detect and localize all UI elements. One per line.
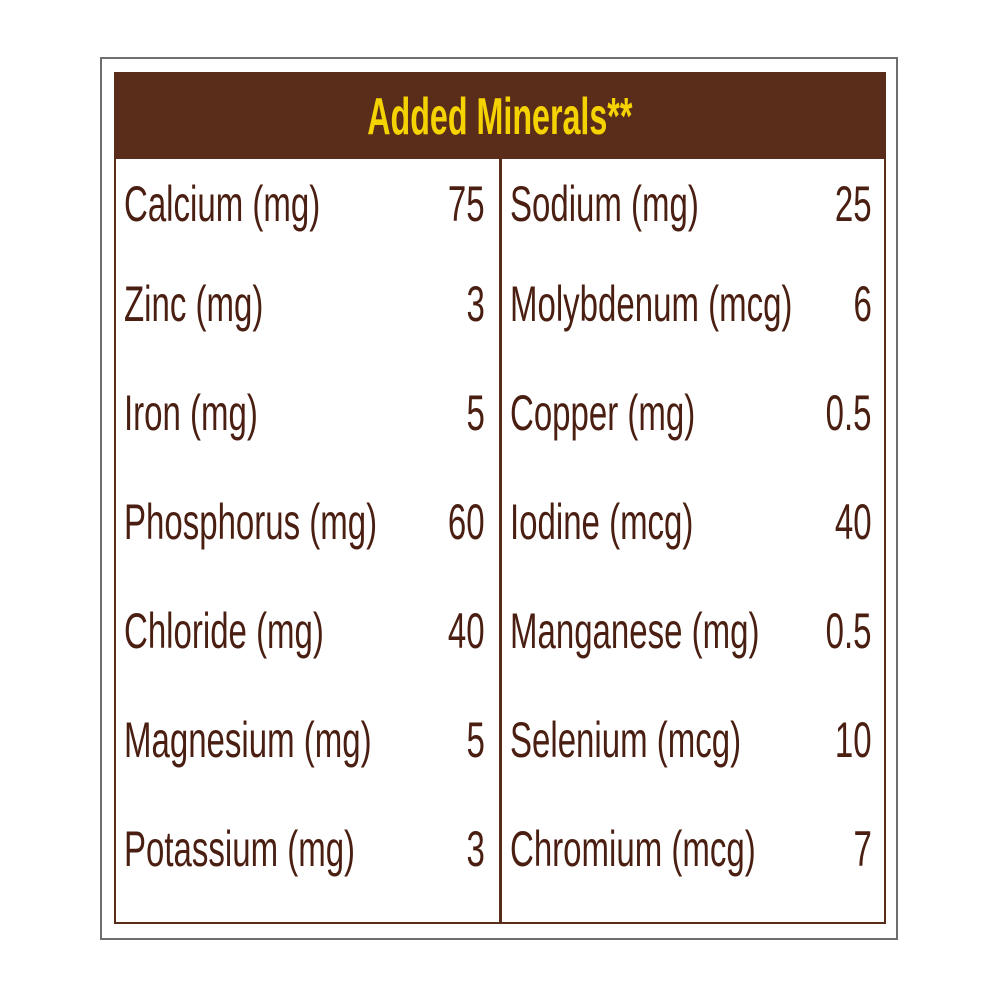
mineral-label: Manganese (mg) <box>510 602 760 659</box>
left-column: Calcium (mg) 75 Zinc (mg) 3 Iron (mg) 5 Phosph… <box>116 159 499 903</box>
table-title: Added Minerals** <box>367 87 633 146</box>
table-row: Sodium (mg) 25 <box>502 159 884 249</box>
mineral-label: Selenium (mcg) <box>510 711 742 768</box>
table-row: Potassium (mg) 3 <box>116 794 499 903</box>
mineral-label: Sodium (mg) <box>510 176 699 232</box>
mineral-value: 0.5 <box>826 602 872 659</box>
mineral-label: Iodine (mcg) <box>510 493 694 550</box>
table-row: Selenium (mcg) 10 <box>502 685 884 794</box>
table-row: Manganese (mg) 0.5 <box>502 576 884 685</box>
table-row: Chromium (mcg) 7 <box>502 794 884 903</box>
mineral-value: 10 <box>835 711 872 768</box>
mineral-value: 3 <box>466 820 485 877</box>
mineral-label: Calcium (mg) <box>124 176 321 232</box>
mineral-label: Chromium (mcg) <box>510 820 756 877</box>
mineral-label: Phosphorus (mg) <box>124 493 378 550</box>
mineral-label: Iron (mg) <box>124 384 258 441</box>
right-column: Sodium (mg) 25 Molybdenum (mcg) 6 Copper (mg… <box>502 159 884 903</box>
table-row: Molybdenum (mcg) 6 <box>502 249 884 358</box>
mineral-value: 6 <box>853 275 872 332</box>
mineral-label: Copper (mg) <box>510 384 696 441</box>
table-row: Calcium (mg) 75 <box>116 159 499 249</box>
mineral-value: 40 <box>835 493 872 550</box>
mineral-value: 40 <box>448 602 485 659</box>
image-frame <box>100 57 898 940</box>
table-row: Magnesium (mg) 5 <box>116 685 499 794</box>
mineral-value: 7 <box>853 820 872 877</box>
mineral-value: 75 <box>448 176 485 232</box>
table-row: Phosphorus (mg) 60 <box>116 467 499 576</box>
table-row: Zinc (mg) 3 <box>116 249 499 358</box>
table-row: Chloride (mg) 40 <box>116 576 499 685</box>
mineral-value: 60 <box>448 493 485 550</box>
mineral-label: Potassium (mg) <box>124 820 356 877</box>
table-row: Copper (mg) 0.5 <box>502 358 884 467</box>
mineral-label: Zinc (mg) <box>124 275 264 332</box>
mineral-value: 25 <box>835 176 872 232</box>
mineral-value: 0.5 <box>826 384 872 441</box>
table-row: Iodine (mcg) 40 <box>502 467 884 576</box>
minerals-table: Added Minerals** Calcium (mg) 75 Zinc (mg)… <box>114 72 886 924</box>
mineral-label: Chloride (mg) <box>124 602 324 659</box>
table-header: Added Minerals** <box>116 74 884 159</box>
table-row: Iron (mg) 5 <box>116 358 499 467</box>
mineral-value: 5 <box>466 711 485 768</box>
column-divider <box>499 159 502 922</box>
mineral-label: Magnesium (mg) <box>124 711 372 768</box>
mineral-value: 3 <box>466 275 485 332</box>
mineral-value: 5 <box>466 384 485 441</box>
mineral-label: Molybdenum (mcg) <box>510 275 793 332</box>
